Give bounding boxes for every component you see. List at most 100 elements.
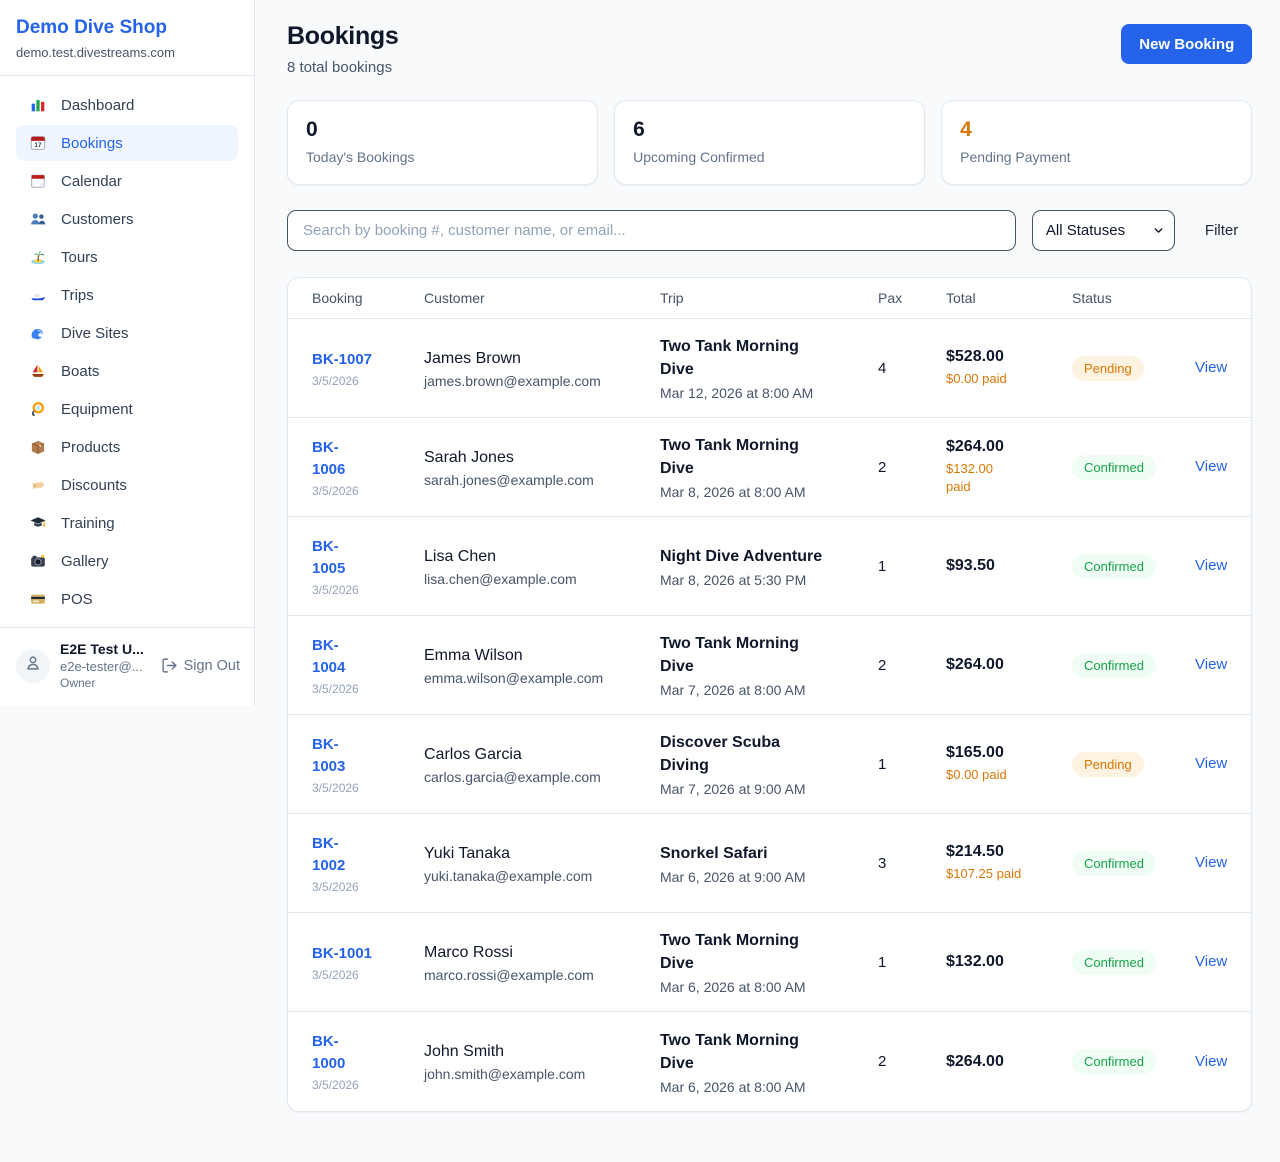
sidebar-item-trips[interactable]: Trips	[16, 277, 238, 313]
customer-cell: James Brown james.brown@example.com	[424, 348, 660, 389]
trip-name: Two Tank Morning Dive	[660, 437, 799, 477]
view-link[interactable]: View	[1195, 1052, 1228, 1070]
sidebar-item-products[interactable]: Products	[16, 429, 238, 465]
booking-cell: BK-1001 3/5/2026	[312, 943, 424, 982]
sidebar-item-label: Bookings	[61, 134, 123, 152]
total-cell: $132.00	[946, 953, 1072, 971]
sidebar-item-gallery[interactable]: Gallery	[16, 543, 238, 579]
trip-name: Two Tank Morning Dive	[660, 1031, 799, 1072]
status-filter-select[interactable]: All Statuses	[1031, 210, 1175, 251]
sidebar-item-dashboard[interactable]: Dashboard	[16, 87, 238, 123]
total-amount: $93.50	[946, 557, 995, 574]
sign-out-button[interactable]: Sign Out	[161, 657, 240, 674]
sidebar-item-pos[interactable]: POS	[16, 581, 238, 617]
sidebar-item-dive-sites[interactable]: Dive Sites	[16, 315, 238, 351]
trip-name: Night Dive Adventure	[660, 547, 823, 565]
filter-controls: All Statuses Filter	[287, 210, 1252, 251]
pax-count: 1	[878, 953, 887, 971]
table-row: BK- 1005 3/5/2026 Lisa Chen lisa.chen@exa…	[288, 517, 1252, 616]
island-icon	[28, 248, 48, 266]
brand-title: Demo Dive Shop	[16, 17, 167, 38]
booking-id-link[interactable]: BK- 1002	[312, 834, 346, 874]
user-meta: E2E Test U... e2e-tester@... Owner	[60, 641, 151, 690]
booking-id-link[interactable]: BK- 1006	[312, 438, 346, 478]
trip-datetime: Mar 6, 2026 at 9:00 AM	[660, 868, 806, 885]
trip-datetime: Mar 8, 2026 at 8:00 AM	[660, 484, 806, 500]
col-header-trip: Trip	[660, 290, 684, 306]
sidebar-item-label: Training	[61, 514, 115, 532]
view-link[interactable]: View	[1195, 458, 1228, 475]
booking-id-link[interactable]: BK- 1005	[312, 537, 346, 577]
speedboat-icon	[28, 286, 48, 304]
booking-id-link[interactable]: BK- 1000	[312, 1033, 346, 1072]
total-amount: $264.00	[946, 656, 1004, 673]
sidebar-item-equipment[interactable]: Equipment	[16, 391, 238, 427]
trip-cell: Snorkel Safari Mar 6, 2026 at 9:00 AM	[660, 842, 878, 885]
trip-cell: Two Tank Morning Dive Mar 8, 2026 at 8:00…	[660, 434, 878, 500]
view-link[interactable]: View	[1195, 953, 1228, 970]
filter-button[interactable]: Filter	[1204, 222, 1239, 239]
user-name: E2E Test U...	[60, 641, 144, 657]
sidebar-item-bookings[interactable]: 17 Bookings	[16, 125, 238, 161]
booking-date: 3/5/2026	[312, 879, 359, 894]
view-link[interactable]: View	[1195, 557, 1228, 574]
view-link[interactable]: View	[1195, 359, 1228, 376]
user-role: Owner	[60, 676, 96, 690]
view-link[interactable]: View	[1195, 755, 1228, 772]
new-booking-button[interactable]: New Booking	[1121, 24, 1253, 64]
stat-card-upcoming-confirmed: 6 Upcoming Confirmed	[614, 100, 926, 185]
total-cell: $264.00	[946, 656, 1072, 674]
customer-email: emma.wilson@example.com	[424, 669, 604, 686]
sidebar-item-boats[interactable]: Boats	[16, 353, 238, 389]
trip-datetime: Mar 6, 2026 at 8:00 AM	[660, 979, 806, 995]
booking-id-link[interactable]: BK- 1003	[312, 735, 346, 775]
col-header-total: Total	[946, 290, 976, 306]
amount-paid: $132.00 paid	[946, 461, 993, 494]
sidebar-item-label: Gallery	[61, 552, 109, 570]
col-header-status: Status	[1072, 290, 1112, 306]
status-badge: Confirmed	[1072, 454, 1156, 480]
status-badge: Confirmed	[1072, 949, 1156, 975]
sidebar-item-training[interactable]: Training	[16, 505, 238, 541]
sidebar-item-discounts[interactable]: Discounts	[16, 467, 238, 503]
booking-id-link[interactable]: BK-1007	[312, 350, 373, 368]
customer-name: Marco Rossi	[424, 943, 513, 961]
customer-email: marco.rossi@example.com	[424, 966, 594, 983]
trip-name: Snorkel Safari	[660, 844, 768, 862]
table-row: BK- 1000 3/5/2026 John Smith john.smith@e…	[288, 1012, 1251, 1111]
sidebar-item-label: POS	[61, 590, 93, 608]
actions-cell: View	[1195, 755, 1227, 773]
booking-cell: BK- 1000 3/5/2026	[312, 1031, 424, 1092]
sidebar-item-label: Discounts	[61, 476, 127, 494]
actions-cell: View	[1195, 458, 1227, 476]
table-row: BK- 1002 3/5/2026 Yuki Tanaka yuki.tanaka…	[288, 814, 1252, 913]
col-header-pax: Pax	[878, 290, 903, 306]
total-cell: $93.50	[946, 557, 1072, 575]
avatar	[16, 648, 50, 683]
sidebar-item-tours[interactable]: Tours	[16, 239, 238, 275]
sidebar-item-calendar[interactable]: Calendar	[16, 163, 238, 199]
stat-value: 4	[960, 118, 972, 141]
tag-icon	[28, 476, 48, 494]
actions-cell: View	[1195, 656, 1227, 674]
shop-domain: demo.test.divestreams.com	[16, 45, 175, 60]
customer-name: Carlos Garcia	[424, 745, 522, 763]
booking-date: 3/5/2026	[312, 373, 359, 388]
page-subtitle: 8 total bookings	[287, 59, 393, 76]
customer-email: yuki.tanaka@example.com	[424, 867, 593, 884]
amount-paid: $0.00 paid	[946, 371, 1007, 386]
search-input[interactable]	[287, 210, 1016, 251]
booking-id-link[interactable]: BK- 1004	[312, 636, 346, 676]
view-link[interactable]: View	[1195, 854, 1228, 871]
main-content: Bookings 8 total bookings New Booking 0 …	[255, 0, 1280, 1146]
trip-datetime: Mar 7, 2026 at 8:00 AM	[660, 682, 806, 698]
table-row: BK- 1006 3/5/2026 Sarah Jones sarah.jones…	[288, 418, 1252, 517]
view-link[interactable]: View	[1195, 656, 1228, 673]
actions-cell: View	[1195, 854, 1227, 872]
trip-datetime: Mar 7, 2026 at 9:00 AM	[660, 781, 806, 797]
trip-datetime: Mar 8, 2026 at 5:30 PM	[660, 571, 807, 588]
sidebar-item-label: Trips	[61, 286, 94, 304]
dive-mask-icon	[28, 400, 48, 418]
sidebar-item-customers[interactable]: Customers	[16, 201, 238, 237]
booking-id-link[interactable]: BK-1001	[312, 944, 373, 962]
